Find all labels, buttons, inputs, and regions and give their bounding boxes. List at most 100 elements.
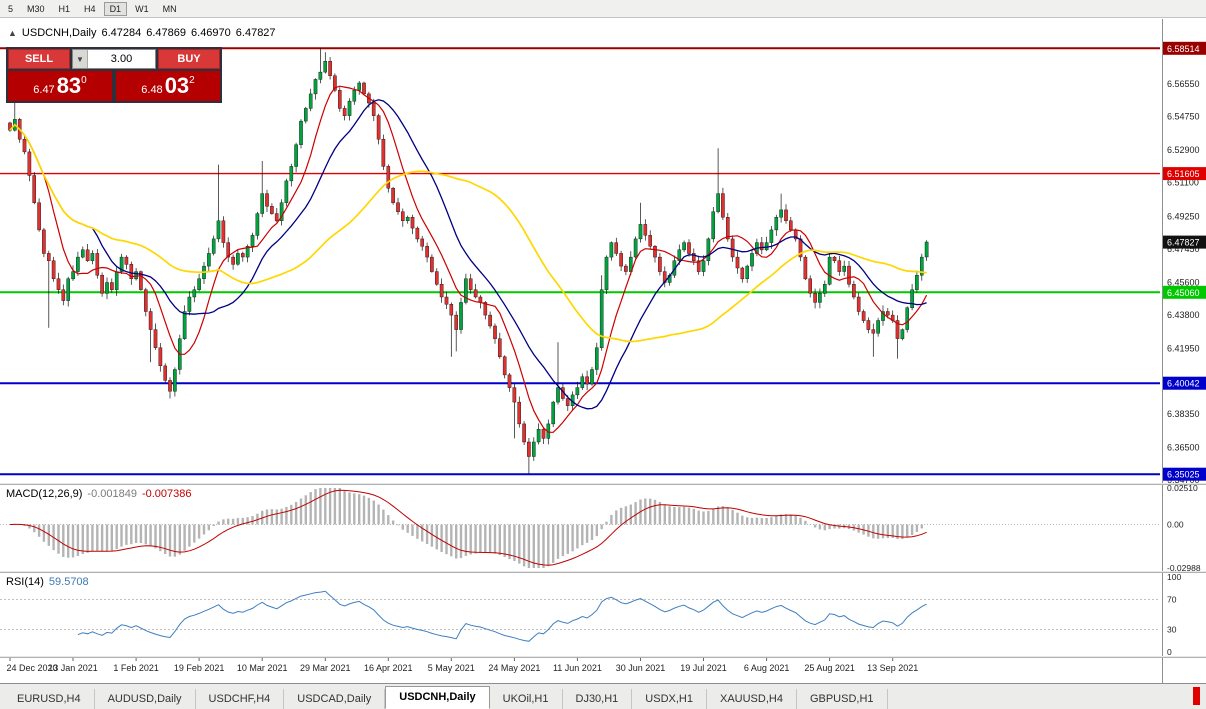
svg-text:24 May 2021: 24 May 2021 — [488, 663, 540, 673]
svg-text:13 Sep 2021: 13 Sep 2021 — [867, 663, 918, 673]
svg-text:6.45060: 6.45060 — [1167, 288, 1200, 298]
buy-price-big-digits: 03 — [164, 73, 190, 98]
macd-name: MACD(12,26,9) — [6, 488, 83, 500]
svg-text:16 Apr 2021: 16 Apr 2021 — [364, 663, 413, 673]
trade-order-row: SELL ▼ BUY — [8, 49, 220, 69]
svg-text:6.47827: 6.47827 — [1167, 238, 1200, 248]
collapse-chart-icon[interactable]: ▲ — [8, 28, 17, 38]
macd-plot: 0.02510 0.00 -0.02988 — [0, 485, 1201, 571]
timeframe-button-H1[interactable]: H1 — [52, 1, 77, 16]
timeframe-button-MN[interactable]: MN — [156, 1, 183, 16]
svg-text:5 May 2021: 5 May 2021 — [428, 663, 475, 673]
svg-text:6 Aug 2021: 6 Aug 2021 — [744, 663, 790, 673]
chart-tab-eurusd-h4[interactable]: EURUSD,H4 — [4, 689, 95, 709]
tab-bar-red-indicator — [1193, 687, 1200, 705]
timeframe-toolbar: 5 M30 H1 H4 D1 W1 MN — [0, 0, 1206, 18]
svg-text:6.51605: 6.51605 — [1167, 169, 1200, 179]
rsi-value: 59.5708 — [48, 576, 89, 588]
timeframe-button-W1[interactable]: W1 — [129, 1, 155, 16]
sell-price-point: 0 — [81, 75, 87, 86]
svg-text:6.40042: 6.40042 — [1167, 379, 1200, 389]
symbol-period-label: USDCNH,Daily — [21, 27, 97, 39]
timeframe-button-5[interactable]: 5 — [2, 1, 20, 16]
svg-text:6.54750: 6.54750 — [1167, 112, 1200, 122]
date-axis[interactable]: 24 Dec 2020 13 Jan 2021 1 Feb 2021 19 Feb 2… — [0, 658, 1206, 683]
chart-tab-usdcnh-daily[interactable]: USDCNH,Daily — [385, 686, 490, 709]
svg-text:70: 70 — [1167, 595, 1177, 605]
ohlc-header: ▲ USDCNH,Daily 6.47284 6.47869 6.46970 6.4782… — [8, 27, 281, 39]
price-axis-tick-labels: 6.56550 6.54750 6.52900 6.51100 6.49250 6.474… — [1167, 79, 1200, 483]
chart-tab-xauusd-h4[interactable]: XAUUSD,H4 — [707, 689, 797, 709]
svg-text:6.47450: 6.47450 — [1167, 244, 1200, 254]
svg-text:6.38350: 6.38350 — [1167, 409, 1200, 419]
rsi-name: RSI(14) — [6, 576, 44, 588]
sell-price-big-digits: 83 — [56, 73, 82, 98]
svg-text:6.43800: 6.43800 — [1167, 310, 1200, 320]
chart-tab-audusd-daily[interactable]: AUDUSD,Daily — [95, 689, 196, 709]
timeframe-button-D1[interactable]: D1 — [103, 1, 128, 16]
macd-pane[interactable]: 0.02510 0.00 -0.02988 MACD(12,26,9) -0.0018… — [0, 485, 1206, 571]
svg-text:100: 100 — [1167, 573, 1181, 582]
svg-text:6.36500: 6.36500 — [1167, 443, 1200, 453]
svg-text:6.45600: 6.45600 — [1167, 278, 1200, 288]
svg-text:6.52900: 6.52900 — [1167, 145, 1200, 155]
volume-control: ▼ — [72, 49, 156, 69]
buy-button[interactable]: BUY — [158, 49, 220, 69]
price-chart-plot[interactable]: 6.56550 6.54750 6.52900 6.51100 6.49250 6.474… — [0, 19, 1206, 483]
chart-tab-usdx-h1[interactable]: USDX,H1 — [632, 689, 707, 709]
macd-signal-value: -0.007386 — [141, 488, 192, 500]
timeframe-button-H4[interactable]: H4 — [78, 1, 102, 16]
svg-text:19 Feb 2021: 19 Feb 2021 — [174, 663, 225, 673]
chart-tab-ukoil-h1[interactable]: UKOil,H1 — [490, 689, 563, 709]
svg-text:-0.02988: -0.02988 — [1167, 563, 1201, 571]
svg-text:10 Mar 2021: 10 Mar 2021 — [237, 663, 288, 673]
svg-text:6.51100: 6.51100 — [1167, 178, 1199, 188]
open-value: 6.47284 — [101, 27, 142, 39]
chart-tab-usdcad-daily[interactable]: USDCAD,Daily — [284, 689, 386, 709]
buy-price-display[interactable]: 6.48 03 2 — [116, 71, 220, 101]
candlestick-series — [8, 48, 929, 475]
svg-text:13 Jan 2021: 13 Jan 2021 — [48, 663, 98, 673]
svg-text:0: 0 — [1167, 647, 1172, 656]
trade-price-row: 6.47 83 0 6.48 03 2 — [8, 71, 220, 101]
svg-text:11 Jun 2021: 11 Jun 2021 — [553, 663, 602, 673]
svg-text:6.49250: 6.49250 — [1167, 211, 1200, 221]
chart-tab-gbpusd-h1[interactable]: GBPUSD,H1 — [797, 689, 888, 709]
sell-price-display[interactable]: 6.47 83 0 — [8, 71, 112, 101]
svg-text:0.02510: 0.02510 — [1167, 485, 1198, 493]
svg-text:6.35025: 6.35025 — [1167, 470, 1200, 480]
price-level-lines[interactable] — [0, 47, 1160, 476]
chart-tab-usdchf-h4[interactable]: USDCHF,H4 — [196, 689, 285, 709]
timeframe-button-M30[interactable]: M30 — [21, 1, 51, 16]
sell-price-prefix: 6.47 — [33, 84, 55, 96]
high-value: 6.47869 — [146, 27, 187, 39]
svg-text:0.00: 0.00 — [1167, 520, 1184, 530]
chart-tab-dj30-h1[interactable]: DJ30,H1 — [563, 689, 633, 709]
buy-price-point: 2 — [189, 75, 195, 86]
svg-text:1 Feb 2021: 1 Feb 2021 — [113, 663, 159, 673]
low-value: 6.46970 — [191, 27, 231, 39]
moving-average-lines — [9, 85, 928, 433]
rsi-pane[interactable]: 100 70 30 0 RSI(14) 59.5708 — [0, 573, 1206, 656]
svg-text:29 Mar 2021: 29 Mar 2021 — [300, 663, 351, 673]
pane-separator[interactable] — [0, 571, 1206, 573]
price-level-badges: 6.58514 6.51605 6.47827 6.45060 6.40042 6.350… — [1163, 41, 1206, 481]
main-price-pane[interactable]: 6.56550 6.54750 6.52900 6.51100 6.49250 6.474… — [0, 19, 1206, 483]
volume-dropdown-icon[interactable]: ▼ — [73, 50, 88, 68]
svg-text:24 Dec 2020: 24 Dec 2020 — [6, 663, 57, 673]
rsi-axis-labels: 100 70 30 0 — [1167, 573, 1181, 656]
svg-text:6.56550: 6.56550 — [1167, 79, 1200, 89]
pane-separator[interactable] — [0, 483, 1206, 485]
svg-text:6.58514: 6.58514 — [1167, 44, 1200, 54]
pane-separator[interactable] — [0, 656, 1206, 658]
rsi-label: RSI(14) 59.5708 — [6, 576, 89, 588]
svg-text:6.41950: 6.41950 — [1167, 344, 1200, 354]
macd-axis-labels: 0.02510 0.00 -0.02988 — [1167, 485, 1201, 571]
close-value: 6.47827 — [235, 27, 276, 39]
svg-text:25 Aug 2021: 25 Aug 2021 — [804, 663, 855, 673]
sell-button[interactable]: SELL — [8, 49, 70, 69]
chart-area: 6.56550 6.54750 6.52900 6.51100 6.49250 6.474… — [0, 19, 1206, 683]
volume-input[interactable] — [88, 50, 155, 68]
